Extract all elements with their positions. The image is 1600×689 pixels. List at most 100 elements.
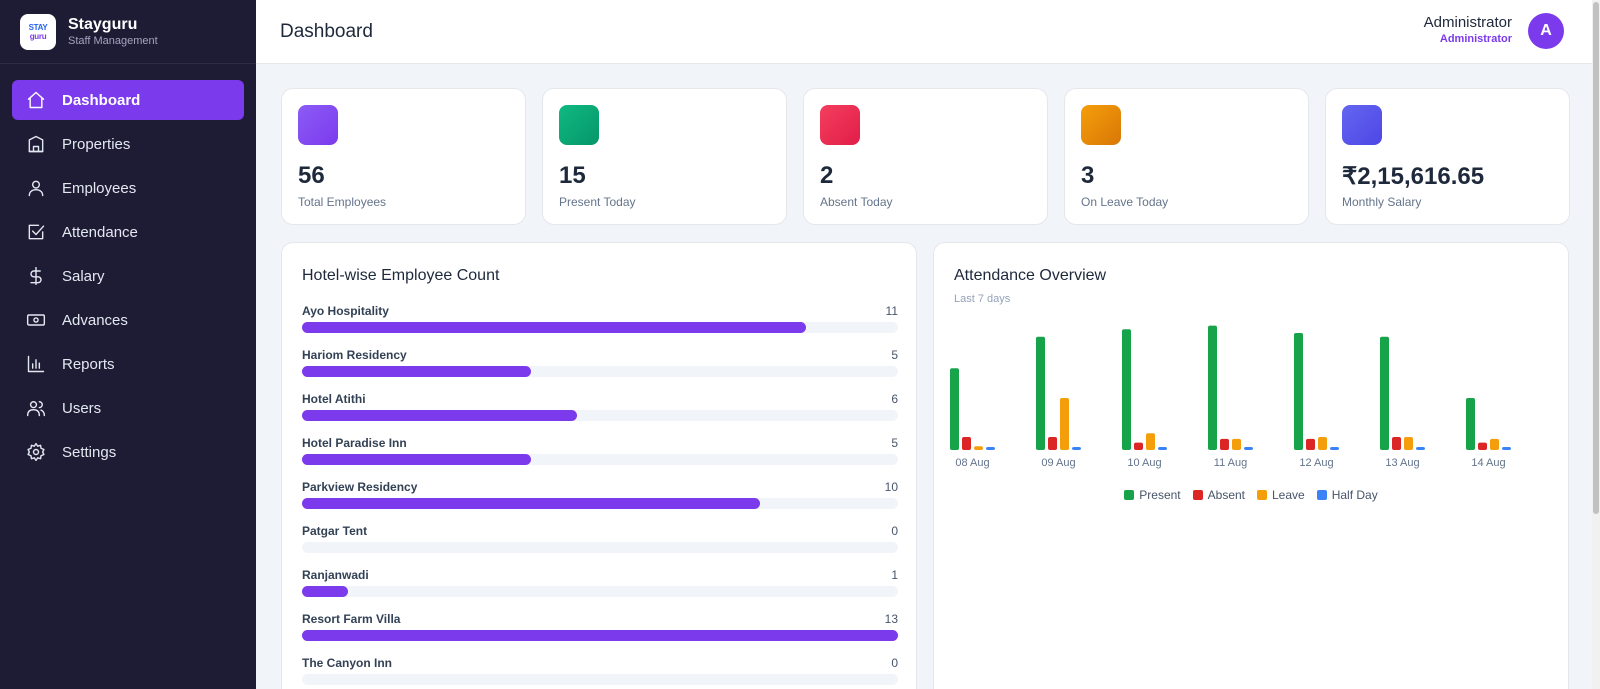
hotel-row: Hotel Paradise Inn 5 [302,436,898,470]
brand-subtitle: Staff Management [68,35,158,47]
attendance-chart: 08 Aug 09 Aug 10 Aug 11 Aug 12 Aug 13 Aug 14 A… [950,325,1511,469]
chart-bar-leave [1232,438,1241,450]
x-tick-label: 12 Aug [1299,457,1333,469]
bar-chart-icon [26,354,46,374]
chart-bar-half-day [1502,447,1511,450]
hotel-count: 0 [891,656,898,670]
hotel-row: The Canyon Inn 0 [302,656,898,689]
sidebar-item-label: Reports [62,355,115,373]
panel-title: Attendance Overview [954,267,1107,284]
hotel-bar-track [302,630,898,641]
home-icon [26,90,46,110]
hotel-bar-track [302,366,898,377]
chart-bar-half-day [1330,447,1339,450]
sidebar-item-label: Settings [62,443,117,461]
legend-swatch [1316,490,1327,500]
chart-bar-present [1122,329,1131,450]
stat-label: Present Today [559,195,636,209]
stat-value: 2 [820,162,834,189]
logo-text-top: STAY [28,22,48,32]
avatar[interactable]: A [1528,13,1564,49]
scrollbar-thumb[interactable] [1593,2,1599,514]
hotel-row: Parkview Residency 10 [302,480,898,514]
stat-label: Monthly Salary [1342,195,1422,209]
hotel-name: Ranjanwadi [302,568,369,582]
stat-value: 15 [559,162,586,189]
top-header: Dashboard Administrator Administrator A [256,0,1592,64]
legend-label: Half Day [1331,488,1378,502]
hotel-bar-track [302,454,898,465]
hotel-name: Hotel Paradise Inn [302,436,407,450]
hotel-bar-track [302,498,898,509]
legend-item[interactable]: Half Day [1316,488,1378,502]
hotel-count: 0 [891,524,898,538]
hotel-bar-fill [302,454,532,465]
stat-icon-tile [298,105,338,145]
user-role: Administrator [1439,33,1512,45]
chart-bar-present [1380,336,1389,450]
sidebar: STAY guru Stayguru Staff Management Dash… [0,0,256,689]
hotel-count: 11 [885,304,898,318]
chart-bar-present [1036,336,1045,450]
brand-name: Stayguru [68,16,138,33]
chart-bar-leave [974,446,983,450]
legend-swatch [1257,490,1267,500]
page-title: Dashboard [280,21,373,42]
user-menu[interactable]: Administrator Administrator [1424,14,1512,45]
stat-value: 56 [298,162,325,189]
legend-item[interactable]: Absent [1192,488,1245,502]
sidebar-item-label: Dashboard [62,91,141,109]
stat-label: On Leave Today [1081,195,1169,209]
building-icon [26,134,46,154]
page-scrollbar[interactable] [1592,0,1600,689]
chart-bar-leave [1404,437,1413,450]
gear-icon [26,442,46,462]
hotel-name: Hotel Atithi [302,392,366,406]
stat-label: Total Employees [298,195,387,209]
sidebar-item-salary[interactable]: Salary [12,256,244,296]
chart-bar-present [1294,333,1303,450]
legend-label: Present [1139,488,1181,502]
hotel-count: 5 [891,436,898,450]
hotel-row: Hariom Residency 5 [302,348,898,382]
legend-item[interactable]: Leave [1257,488,1305,502]
sidebar-item-reports[interactable]: Reports [12,344,244,384]
sidebar-item-dashboard[interactable]: Dashboard [12,80,244,120]
stat-card-on-leave-today: 3 On Leave Today [1064,88,1309,225]
sidebar-item-users[interactable]: Users [12,388,244,428]
stat-icon-tile [1081,105,1121,145]
sidebar-item-label: Salary [62,267,105,285]
hotel-name: Resort Farm Villa [302,612,401,626]
legend-item[interactable]: Present [1124,488,1181,502]
hotel-count: 1 [891,568,898,582]
x-tick-label: 13 Aug [1385,457,1419,469]
chart-bar-absent [1220,438,1229,450]
stat-value: 3 [1081,162,1095,189]
sidebar-item-attendance[interactable]: Attendance [12,212,244,252]
hotel-bar-track [302,410,898,421]
sidebar-item-employees[interactable]: Employees [12,168,244,208]
hotel-count: 5 [891,348,898,362]
stat-value: ₹2,15,616.65 [1342,163,1485,190]
chart-bar-half-day [1158,447,1167,450]
x-tick-label: 08 Aug [955,457,989,469]
legend-swatch [1192,490,1203,500]
x-tick-label: 14 Aug [1471,457,1505,469]
x-tick-label: 11 Aug [1214,457,1247,469]
hotel-bar-fill [302,630,898,641]
hotel-row: Ranjanwadi 1 [302,568,898,602]
chart-bar-absent [1392,437,1401,450]
hotel-employee-panel: Hotel-wise Employee Count Ayo Hospitalit… [281,242,917,689]
sidebar-nav: Dashboard Properties Employees Attendanc… [0,64,256,492]
user-name: Administrator [1423,14,1512,31]
chart-bar-leave [1490,438,1499,450]
sidebar-item-advances[interactable]: Advances [12,300,244,340]
x-tick-label: 10 Aug [1127,457,1161,469]
hotel-row: Ayo Hospitality 11 [302,304,898,338]
sidebar-item-settings[interactable]: Settings [12,432,244,472]
panel-title: Hotel-wise Employee Count [302,267,500,284]
checkbox-icon [26,222,46,242]
chart-bar-absent [1478,442,1487,450]
sidebar-item-label: Users [62,399,102,417]
sidebar-item-properties[interactable]: Properties [12,124,244,164]
